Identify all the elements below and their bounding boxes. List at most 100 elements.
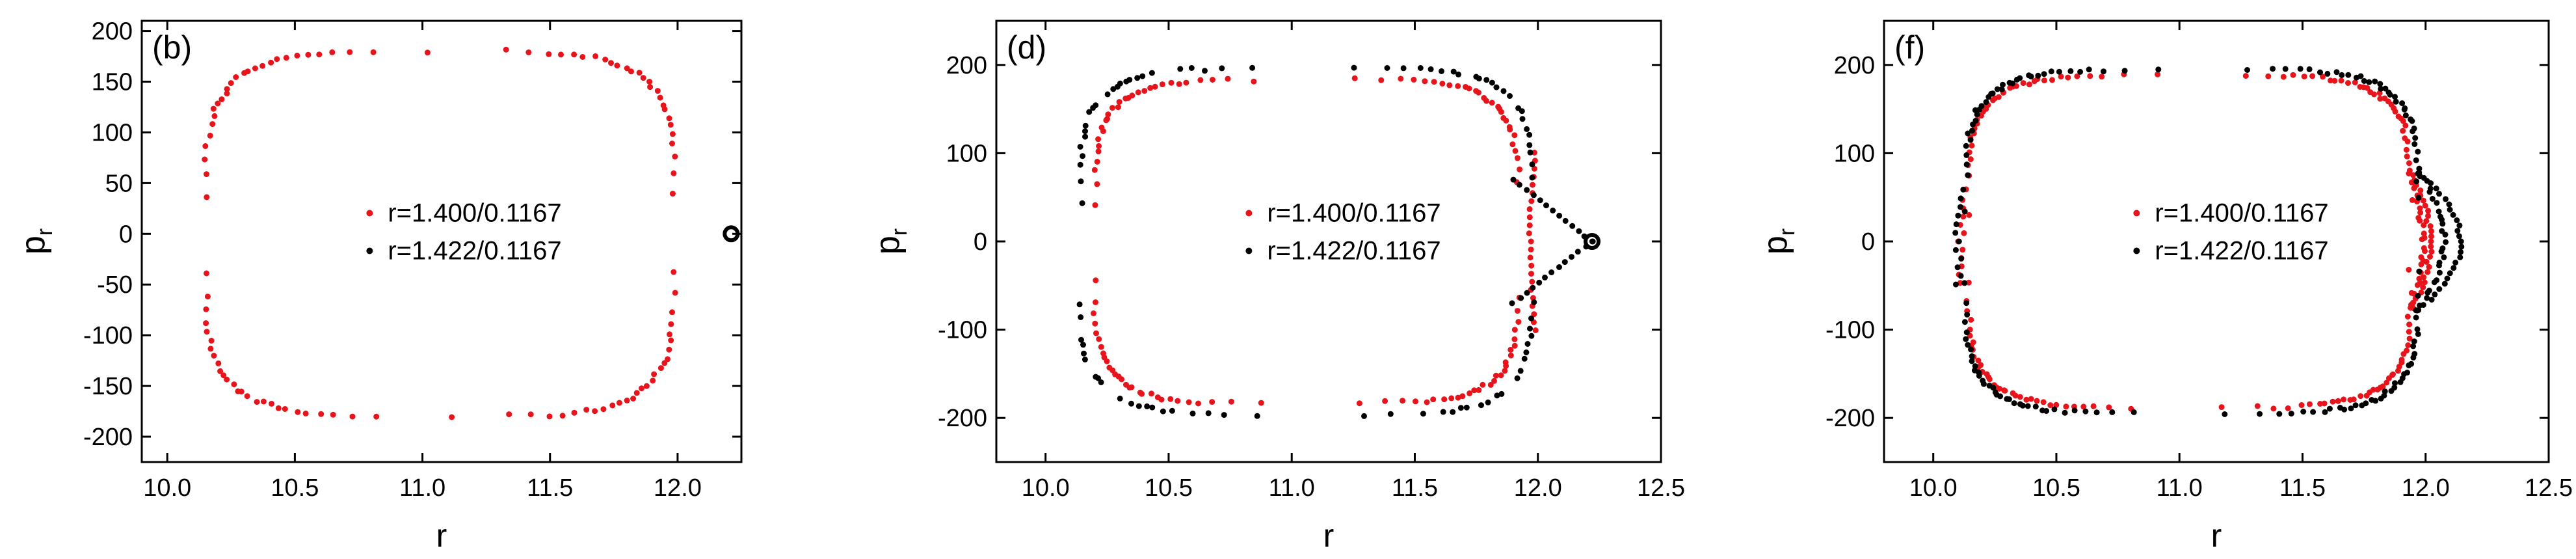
data-point [650,377,656,384]
data-point [2330,398,2336,405]
data-point [259,62,266,69]
data-point [2406,329,2412,335]
data-point [2058,74,2064,80]
fixed-point-ring [723,225,740,243]
data-point [1440,409,1446,415]
data-point [2357,84,2363,90]
data-point [2049,77,2055,83]
data-point [1958,255,1965,262]
data-point [2257,411,2263,417]
data-point [2415,215,2422,221]
data-point [2028,396,2034,402]
data-point [2047,402,2054,409]
data-point [1221,412,1227,418]
data-point [1478,402,1484,409]
data-point [2300,409,2307,415]
data-point [647,84,654,90]
data-point [2421,234,2428,241]
data-point [2077,68,2084,75]
data-point [1548,269,1555,275]
data-point [1576,228,1582,234]
data-point [2399,100,2406,107]
legend-marker [2133,247,2140,254]
data-point [2424,269,2431,275]
data-point [2434,200,2440,206]
y-tick-label: 150 [92,69,133,96]
data-point [2444,275,2450,282]
data-point [2421,230,2427,237]
data-point [2428,228,2434,234]
data-point [1090,105,1096,111]
data-point [2326,405,2333,412]
data-point [1078,336,1084,343]
data-point [571,409,578,416]
data-point [231,381,237,388]
data-point [1531,165,1537,172]
data-point [1960,186,1967,193]
x-tick-label: 10.0 [1909,474,1958,502]
data-point [1094,181,1100,187]
y-tick-label: -100 [1826,317,1875,344]
data-point [217,368,224,374]
data-point [1512,148,1519,154]
data-point [2378,85,2384,92]
data-point [1511,132,1518,139]
data-point [624,397,630,403]
data-point [1158,396,1165,403]
data-point [2457,254,2463,260]
data-point [2423,218,2430,225]
data-point [2421,274,2427,280]
data-point [2428,233,2434,239]
data-point [2450,265,2457,271]
data-point [657,365,664,372]
data-point [2392,380,2398,387]
data-point [2456,233,2462,239]
data-point [2412,135,2419,141]
data-point [2404,348,2410,354]
data-point [1420,411,1426,417]
data-point [2090,403,2097,409]
fixed-point-ring [1584,233,1601,250]
data-point [2439,228,2445,234]
data-point [219,96,225,103]
data-point [2012,392,2019,399]
data-point [2011,400,2017,407]
data-point [1524,187,1530,193]
data-point [2341,396,2347,403]
data-point [1543,202,1549,209]
data-point [1078,178,1084,185]
data-point [1119,376,1125,383]
data-point [1141,88,1148,94]
data-point [1529,174,1535,181]
data-point [1528,246,1534,252]
data-point [1502,368,1508,374]
y-tick-label: -200 [1826,405,1875,432]
y-tick-label: 0 [1861,228,1875,256]
data-point [2427,223,2434,229]
data-point [1177,66,1184,72]
data-point [2006,79,2013,86]
data-point [1964,311,1971,318]
data-point [1202,68,1208,74]
data-point [1144,403,1150,409]
data-point [2335,398,2341,404]
data-point [671,269,677,275]
data-point [1516,182,1522,188]
data-point [1526,230,1532,237]
data-point [2106,404,2112,411]
data-point [2352,79,2358,86]
data-point [1958,204,1963,210]
legend-marker [366,247,373,254]
data-point [1498,390,1505,397]
data-point [1997,393,2004,400]
data-point [2338,77,2344,84]
data-point [2121,68,2128,74]
data-point [204,171,209,178]
data-point [2034,398,2040,404]
data-point [1398,75,1404,82]
data-point [2361,78,2367,84]
data-point [2370,387,2376,393]
data-point [2447,270,2453,277]
data-point [1094,159,1100,165]
data-point [1968,316,1974,323]
